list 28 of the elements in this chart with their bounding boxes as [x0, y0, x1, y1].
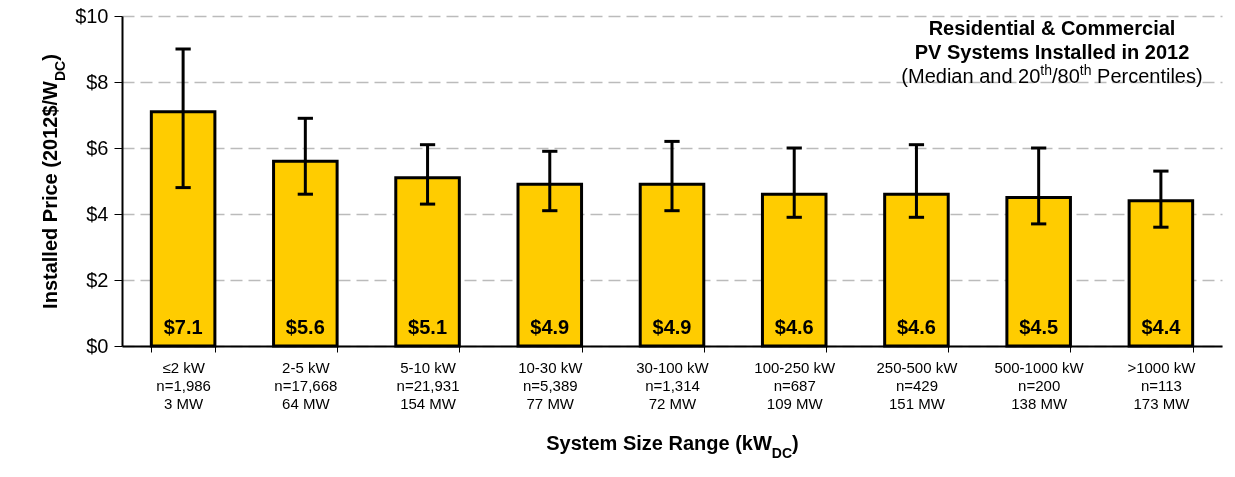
data-label: $5.6 [285, 316, 325, 338]
y-tick-label: $4 [86, 202, 109, 225]
x-tick-label: ≤2 kW n=1,986 3 MW [156, 358, 211, 412]
data-label: $4.6 [896, 316, 936, 338]
text: (Median and 20$^{th}$/80$^{th}$ Percentiles) [901, 62, 1203, 87]
x-axis-title: System Size Range (kW$_{DC}$) [546, 431, 799, 461]
y-tick-label: $10 [75, 4, 109, 27]
y-tick-label: $6 [86, 136, 109, 159]
text: Residential & Commercial [928, 17, 1176, 39]
data-label: $4.9 [530, 316, 570, 338]
data-label: $7.1 [163, 316, 203, 338]
x-tick-label: 2-5 kW n=17,668 64 MW [274, 358, 338, 412]
data-label: $4.6 [774, 316, 814, 338]
data-label: $4.5 [1019, 316, 1059, 338]
data-label: $4.9 [652, 316, 692, 338]
x-tick-label: 10-30 kW n=5,389 77 MW [518, 358, 584, 412]
text: PV Systems Installed in 2012 [914, 41, 1190, 63]
x-tick-label: 30-100 kW n=1,314 72 MW [636, 358, 710, 412]
x-tick-label: 500-1000 kW n=200 138 MW [994, 358, 1085, 412]
y-tick-label: $8 [86, 70, 109, 93]
y-tick-label: $2 [86, 268, 109, 291]
x-tick-label: 5-10 kW n=21,931 154 MW [396, 358, 460, 412]
x-tick-label: >1000 kW n=113 173 MW [1127, 358, 1197, 412]
y-tick-label: $0 [86, 334, 109, 357]
x-tick-label: 100-250 kW n=687 109 MW [754, 358, 836, 412]
data-label: $4.4 [1141, 316, 1182, 338]
x-tick-label: 250-500 kW n=429 151 MW [876, 358, 959, 412]
data-label: $5.1 [408, 316, 448, 338]
